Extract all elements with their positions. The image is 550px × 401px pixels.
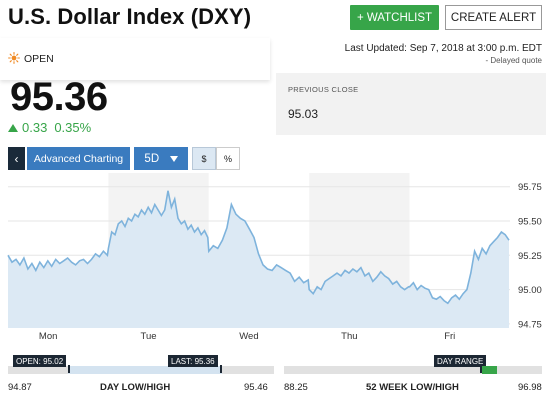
x-tick-label: Thu [341, 331, 357, 342]
week52-low: 88.25 [284, 382, 308, 393]
y-tick-label: 95.75 [518, 182, 542, 193]
chevron-down-icon [169, 155, 178, 162]
day-low: 94.87 [8, 382, 32, 393]
period-select[interactable]: 5D [134, 147, 188, 170]
day-high: 95.46 [244, 382, 268, 393]
percent-toggle[interactable]: % [216, 147, 240, 170]
market-status: OPEN [24, 53, 54, 65]
chart-back-button[interactable]: ‹ [8, 147, 25, 170]
page-title: U.S. Dollar Index (DXY) [8, 4, 252, 29]
previous-close-value: 95.03 [288, 107, 319, 121]
day-range-fill [68, 366, 222, 374]
x-tick-label: Tue [141, 331, 157, 342]
week52-day-range-fill [482, 366, 497, 374]
period-label: 5D [144, 152, 160, 165]
week52-range-title: 52 WEEK LOW/HIGH [366, 382, 459, 393]
change-percent: 0.35% [54, 120, 92, 135]
sun-icon [8, 52, 20, 64]
up-arrow-icon [8, 123, 18, 132]
last-marker: LAST: 95.36 [168, 355, 218, 367]
watchlist-button[interactable]: + WATCHLIST [350, 5, 439, 30]
day-range-marker-notch [480, 365, 482, 373]
last-price: 95.36 [10, 75, 108, 119]
change-value: 0.33 [22, 120, 48, 135]
price-chart[interactable]: 95.75 95.50 95.25 95.00 94.75 Mon Tue Wed Thu Fr… [0, 147, 550, 347]
y-tick-label: 94.75 [518, 319, 542, 330]
x-axis-labels: Mon Tue Wed Thu Fri [39, 331, 455, 342]
week52-high: 96.98 [518, 382, 542, 393]
previous-close-label: PREVIOUS CLOSE [288, 85, 359, 94]
x-tick-label: Mon [39, 331, 57, 342]
last-updated: Last Updated: Sep 7, 2018 at 3:00 p.m. E… [344, 43, 542, 54]
price-change: 0.33 0.35% [8, 120, 91, 135]
last-marker-notch [220, 365, 222, 373]
y-axis-ticks: 95.75 95.50 95.25 95.00 94.75 [518, 182, 542, 330]
y-tick-label: 95.00 [518, 285, 542, 296]
open-marker: OPEN: 95.02 [13, 355, 67, 367]
y-tick-label: 95.50 [518, 217, 542, 228]
week52-range-track [284, 366, 542, 374]
market-status-panel [0, 38, 270, 80]
price-line [7, 190, 510, 305]
open-marker-notch [68, 365, 70, 373]
day-range-marker: DAY RANGE [434, 355, 487, 367]
delayed-quote-note: - Delayed quote [485, 56, 542, 65]
create-alert-button[interactable]: CREATE ALERT [445, 5, 542, 30]
x-tick-label: Wed [239, 331, 258, 342]
advanced-charting-button[interactable]: Advanced Charting [27, 147, 130, 170]
dollar-toggle[interactable]: $ [192, 147, 216, 170]
price-area [8, 190, 509, 328]
y-tick-label: 95.25 [518, 251, 542, 262]
previous-close-box: PREVIOUS CLOSE 95.03 [276, 73, 546, 135]
x-tick-label: Fri [444, 331, 455, 342]
day-range-title: DAY LOW/HIGH [100, 382, 171, 393]
